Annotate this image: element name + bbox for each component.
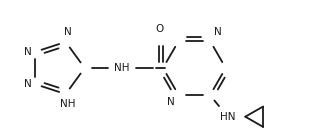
Text: N: N	[24, 47, 32, 57]
Text: N: N	[24, 79, 32, 89]
Text: NH: NH	[60, 99, 76, 109]
Text: N: N	[214, 27, 222, 37]
Text: N: N	[64, 27, 72, 37]
Text: NH: NH	[114, 63, 129, 73]
Text: O: O	[155, 24, 163, 34]
Text: N: N	[167, 97, 175, 107]
Text: HN: HN	[220, 112, 235, 122]
